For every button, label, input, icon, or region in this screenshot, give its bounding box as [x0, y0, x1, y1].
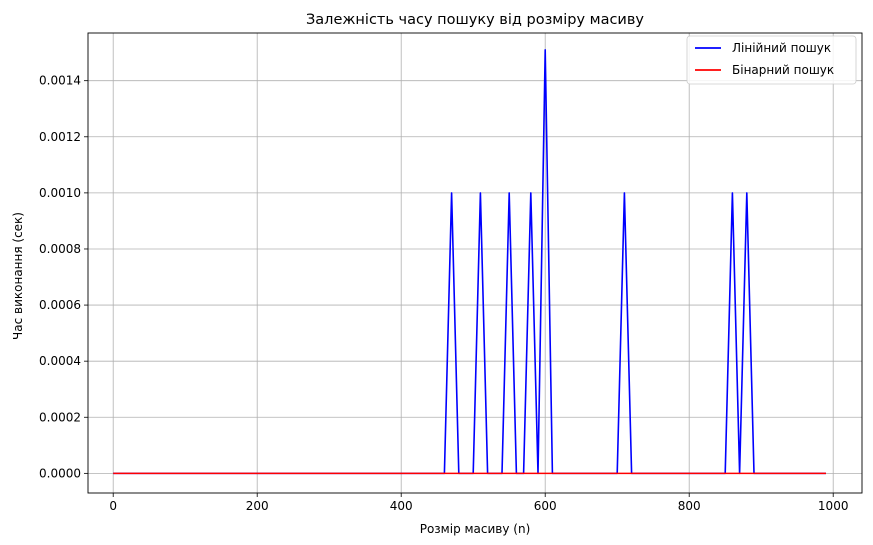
series-line-linear-search: [113, 49, 826, 475]
y-tick-label: 0.0010: [39, 186, 81, 200]
x-tick-label: 1000: [818, 499, 849, 513]
y-tick-label: 0.0014: [39, 74, 81, 88]
series-lines: [113, 49, 826, 475]
x-tick-label: 600: [534, 499, 557, 513]
y-tick-label: 0.0012: [39, 130, 81, 144]
legend: Лінійний пошук Бінарний пошук: [686, 35, 857, 85]
y-axis: 0.0000 0.0002 0.0004 0.0006 0.0008 0.0010 0.00…: [39, 74, 88, 480]
y-axis-label: Час виконання (сек): [11, 212, 25, 340]
y-tick-label: 0.0002: [39, 410, 81, 424]
y-tick-label: 0.0006: [39, 298, 81, 312]
y-tick-label: 0.0004: [39, 354, 81, 368]
x-tick-label: 800: [678, 499, 701, 513]
x-tick-label: 200: [246, 499, 269, 513]
plot-area: [87, 32, 863, 494]
legend-label: Бінарний пошук: [732, 63, 834, 77]
legend-box: [686, 35, 857, 85]
y-tick-label: 0.0000: [39, 466, 81, 480]
x-axis: 0 200 400 600 800 1000: [109, 493, 848, 513]
chart-title: Залежність часу пошуку від розміру масив…: [306, 12, 644, 28]
x-tick-label: 400: [390, 499, 413, 513]
y-tick-label: 0.0008: [39, 242, 81, 256]
x-tick-label: 0: [109, 499, 117, 513]
x-axis-label: Розмір масиву (n): [420, 522, 531, 536]
legend-label: Лінійний пошук: [732, 41, 831, 55]
